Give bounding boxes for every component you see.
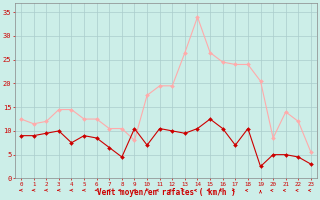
X-axis label: Vent moyen/en rafales ( km/h ): Vent moyen/en rafales ( km/h ) [97,188,236,197]
